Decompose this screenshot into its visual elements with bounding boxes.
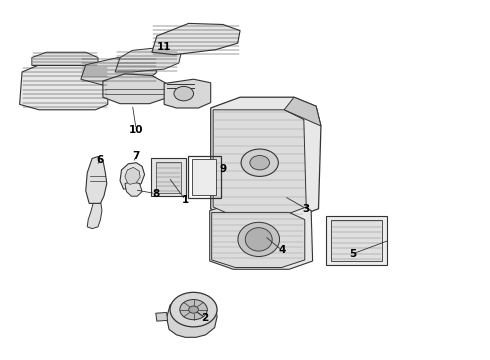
Text: 4: 4 <box>278 245 286 255</box>
Circle shape <box>250 156 270 170</box>
Polygon shape <box>120 163 145 189</box>
Polygon shape <box>167 295 217 337</box>
Polygon shape <box>326 216 387 265</box>
Polygon shape <box>152 23 240 55</box>
Polygon shape <box>125 181 142 196</box>
Text: 7: 7 <box>132 150 140 161</box>
Polygon shape <box>331 220 382 261</box>
Polygon shape <box>210 202 313 269</box>
Polygon shape <box>192 159 216 195</box>
Text: 2: 2 <box>201 312 208 323</box>
Text: 10: 10 <box>129 125 144 135</box>
Ellipse shape <box>245 228 272 251</box>
Polygon shape <box>20 65 108 110</box>
Polygon shape <box>115 47 181 72</box>
Polygon shape <box>156 162 181 193</box>
Polygon shape <box>211 97 321 220</box>
Polygon shape <box>125 167 140 184</box>
Text: 1: 1 <box>182 195 189 205</box>
Polygon shape <box>86 157 107 203</box>
Circle shape <box>189 306 198 313</box>
Polygon shape <box>213 110 306 217</box>
Text: 3: 3 <box>303 204 310 214</box>
Ellipse shape <box>238 222 279 256</box>
Polygon shape <box>103 74 167 104</box>
Polygon shape <box>212 212 305 267</box>
Circle shape <box>174 86 194 101</box>
Circle shape <box>180 300 207 320</box>
Text: 9: 9 <box>220 164 226 174</box>
Polygon shape <box>151 158 186 196</box>
Polygon shape <box>156 312 168 321</box>
Text: 8: 8 <box>152 189 159 199</box>
Text: 6: 6 <box>97 155 104 165</box>
Polygon shape <box>32 52 98 66</box>
Polygon shape <box>81 58 157 86</box>
Polygon shape <box>284 97 321 126</box>
Text: 11: 11 <box>157 42 172 52</box>
Polygon shape <box>164 79 211 108</box>
Circle shape <box>170 292 217 327</box>
Circle shape <box>241 149 278 176</box>
Polygon shape <box>87 203 102 229</box>
Text: 5: 5 <box>349 249 356 259</box>
